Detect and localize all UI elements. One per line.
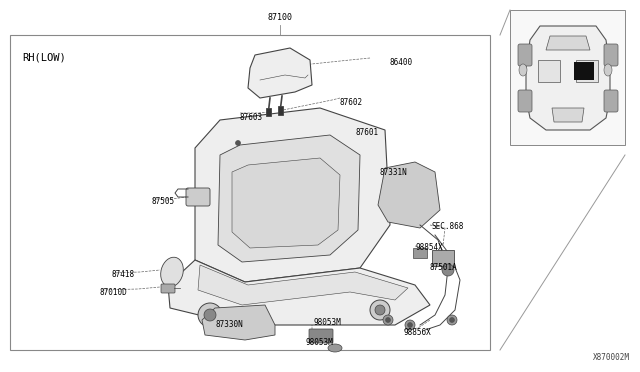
Polygon shape xyxy=(218,135,360,262)
Polygon shape xyxy=(552,108,584,122)
Polygon shape xyxy=(202,305,275,340)
Polygon shape xyxy=(378,162,440,228)
Text: 87505: 87505 xyxy=(152,197,175,206)
Circle shape xyxy=(442,264,454,276)
Circle shape xyxy=(405,320,415,330)
Bar xyxy=(413,248,427,258)
Text: 87501A: 87501A xyxy=(430,263,458,272)
Text: 98053M: 98053M xyxy=(305,338,333,347)
Circle shape xyxy=(385,317,390,323)
Text: 87330N: 87330N xyxy=(215,320,243,329)
Circle shape xyxy=(383,315,393,325)
Polygon shape xyxy=(526,26,610,130)
FancyBboxPatch shape xyxy=(518,90,532,112)
Circle shape xyxy=(370,300,390,320)
Polygon shape xyxy=(538,60,560,82)
Text: 87331N: 87331N xyxy=(380,168,408,177)
Text: 87602: 87602 xyxy=(340,98,363,107)
FancyBboxPatch shape xyxy=(161,284,175,293)
Bar xyxy=(510,10,625,145)
Text: RH(LOW): RH(LOW) xyxy=(22,52,66,62)
Text: 87601: 87601 xyxy=(355,128,378,137)
FancyBboxPatch shape xyxy=(186,188,210,206)
Bar xyxy=(278,106,283,115)
Text: 87100: 87100 xyxy=(268,13,292,22)
Polygon shape xyxy=(195,108,390,282)
Ellipse shape xyxy=(328,344,342,352)
Polygon shape xyxy=(198,265,408,305)
Circle shape xyxy=(236,141,241,145)
Bar xyxy=(574,62,594,80)
Circle shape xyxy=(447,315,457,325)
FancyBboxPatch shape xyxy=(518,44,532,66)
Text: 98854X: 98854X xyxy=(415,243,443,252)
Text: 98053M: 98053M xyxy=(313,318,340,327)
Text: 86400: 86400 xyxy=(390,58,413,67)
Circle shape xyxy=(449,317,454,323)
Circle shape xyxy=(204,309,216,321)
Circle shape xyxy=(198,303,222,327)
Circle shape xyxy=(375,305,385,315)
Text: 87010D: 87010D xyxy=(100,288,128,297)
FancyBboxPatch shape xyxy=(604,90,618,112)
Polygon shape xyxy=(168,260,430,325)
Bar xyxy=(432,250,454,266)
Polygon shape xyxy=(248,48,312,98)
Ellipse shape xyxy=(604,64,612,76)
Text: X870002M: X870002M xyxy=(593,353,630,362)
Ellipse shape xyxy=(161,257,183,287)
FancyBboxPatch shape xyxy=(309,329,333,343)
Polygon shape xyxy=(232,158,340,248)
Polygon shape xyxy=(546,36,590,50)
Ellipse shape xyxy=(519,64,527,76)
Text: 98856X: 98856X xyxy=(403,328,431,337)
Circle shape xyxy=(408,323,413,327)
Text: 87418: 87418 xyxy=(112,270,135,279)
FancyBboxPatch shape xyxy=(604,44,618,66)
Text: 87603: 87603 xyxy=(240,113,263,122)
Bar xyxy=(10,35,490,350)
Polygon shape xyxy=(576,60,598,82)
Text: SEC.868: SEC.868 xyxy=(432,222,465,231)
Bar xyxy=(266,108,271,116)
